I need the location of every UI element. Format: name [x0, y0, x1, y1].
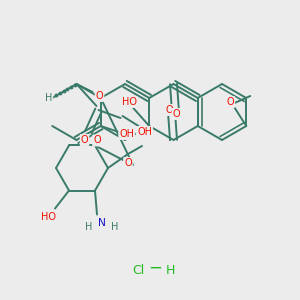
Text: Cl: Cl [132, 263, 144, 277]
Text: O: O [173, 109, 180, 119]
Text: H: H [85, 221, 93, 232]
Text: H: H [165, 263, 175, 277]
Text: O: O [166, 105, 173, 115]
Text: H: H [111, 221, 119, 232]
Text: O: O [81, 135, 88, 145]
Text: O: O [226, 97, 234, 107]
Text: O: O [124, 158, 132, 168]
Text: O: O [96, 91, 103, 101]
Text: OH: OH [119, 129, 134, 139]
Text: OH: OH [137, 127, 152, 137]
Text: HO: HO [122, 97, 137, 107]
Text: −: − [148, 259, 162, 277]
Text: H: H [45, 93, 52, 103]
Text: O: O [93, 136, 101, 146]
Text: HO: HO [41, 212, 56, 221]
Text: N: N [98, 218, 106, 227]
